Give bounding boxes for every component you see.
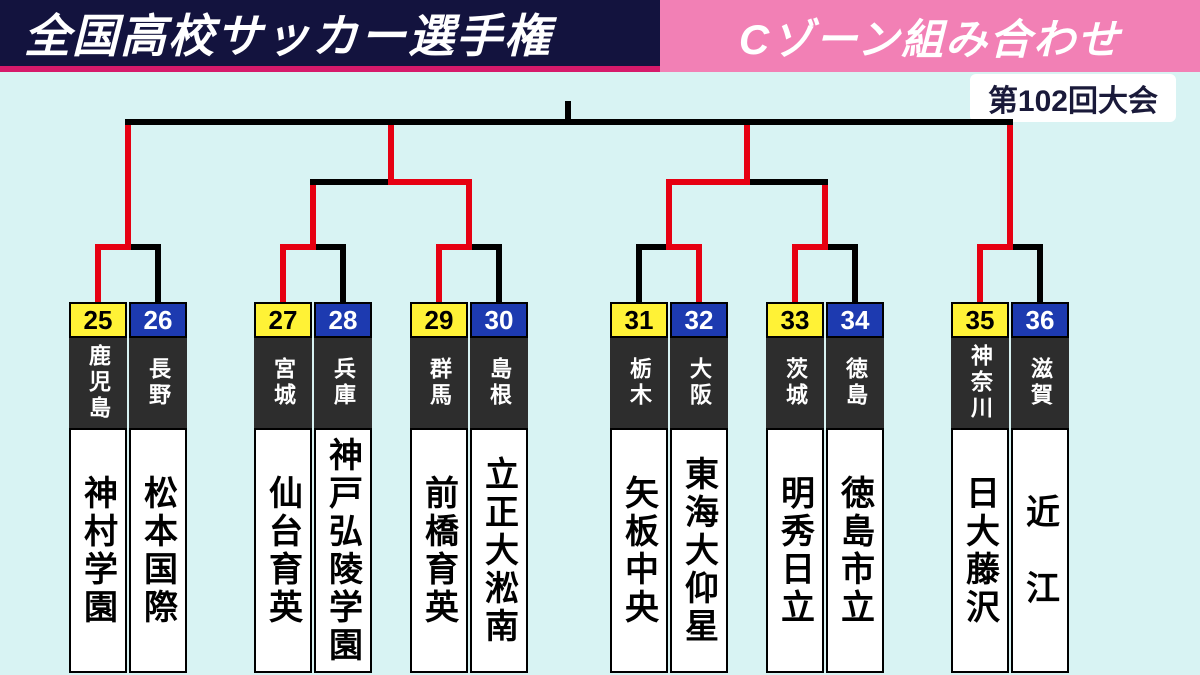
team-pair: 29群馬前橋育英30島根立正大淞南 bbox=[410, 302, 528, 673]
seed-number: 28 bbox=[314, 302, 372, 338]
prefecture-label: 滋賀 bbox=[1011, 338, 1069, 428]
school-name: 仙台育英 bbox=[254, 428, 312, 673]
team-pair: 27宮城仙台育英28兵庫神戸弘陵学園 bbox=[254, 302, 372, 673]
school-name: 神村学園 bbox=[69, 428, 127, 673]
team-pair: 25鹿児島神村学園26長野松本国際 bbox=[69, 302, 187, 673]
prefecture-label: 兵庫 bbox=[314, 338, 372, 428]
prefecture-label: 島根 bbox=[470, 338, 528, 428]
team-column: 32大阪東海大仰星 bbox=[670, 302, 728, 673]
header-title-right: Cゾーン組み合わせ bbox=[660, 0, 1200, 72]
team-pair: 33茨城明秀日立34徳島徳島市立 bbox=[766, 302, 884, 673]
seed-number: 32 bbox=[670, 302, 728, 338]
school-name: 前橋育英 bbox=[410, 428, 468, 673]
team-column: 34徳島徳島市立 bbox=[826, 302, 884, 673]
seed-number: 27 bbox=[254, 302, 312, 338]
team-column: 26長野松本国際 bbox=[129, 302, 187, 673]
team-column: 36滋賀近 江 bbox=[1011, 302, 1069, 673]
prefecture-label: 鹿児島 bbox=[69, 338, 127, 428]
school-name: 神戸弘陵学園 bbox=[314, 428, 372, 673]
seed-number: 29 bbox=[410, 302, 468, 338]
prefecture-label: 神奈川 bbox=[951, 338, 1009, 428]
team-column: 28兵庫神戸弘陵学園 bbox=[314, 302, 372, 673]
school-name: 松本国際 bbox=[129, 428, 187, 673]
school-name: 日大藤沢 bbox=[951, 428, 1009, 673]
prefecture-label: 徳島 bbox=[826, 338, 884, 428]
school-name: 近 江 bbox=[1011, 428, 1069, 673]
team-column: 29群馬前橋育英 bbox=[410, 302, 468, 673]
school-name: 明秀日立 bbox=[766, 428, 824, 673]
header: 全国高校サッカー選手権Cゾーン組み合わせ bbox=[0, 0, 1200, 72]
team-column: 33茨城明秀日立 bbox=[766, 302, 824, 673]
prefecture-label: 栃木 bbox=[610, 338, 668, 428]
seed-number: 33 bbox=[766, 302, 824, 338]
school-name: 立正大淞南 bbox=[470, 428, 528, 673]
prefecture-label: 茨城 bbox=[766, 338, 824, 428]
prefecture-label: 大阪 bbox=[670, 338, 728, 428]
team-column: 31栃木矢板中央 bbox=[610, 302, 668, 673]
seed-number: 35 bbox=[951, 302, 1009, 338]
seed-number: 31 bbox=[610, 302, 668, 338]
seed-number: 30 bbox=[470, 302, 528, 338]
team-column: 30島根立正大淞南 bbox=[470, 302, 528, 673]
seed-number: 25 bbox=[69, 302, 127, 338]
team-column: 25鹿児島神村学園 bbox=[69, 302, 127, 673]
prefecture-label: 群馬 bbox=[410, 338, 468, 428]
seed-number: 34 bbox=[826, 302, 884, 338]
prefecture-label: 宮城 bbox=[254, 338, 312, 428]
school-name: 東海大仰星 bbox=[670, 428, 728, 673]
team-column: 35神奈川日大藤沢 bbox=[951, 302, 1009, 673]
seed-number: 36 bbox=[1011, 302, 1069, 338]
seed-number: 26 bbox=[129, 302, 187, 338]
team-pair: 35神奈川日大藤沢36滋賀近 江 bbox=[951, 302, 1069, 673]
bracket-diagram bbox=[0, 72, 1200, 332]
team-column: 27宮城仙台育英 bbox=[254, 302, 312, 673]
team-pair: 31栃木矢板中央32大阪東海大仰星 bbox=[610, 302, 728, 673]
header-title-left: 全国高校サッカー選手権 bbox=[0, 0, 660, 72]
school-name: 矢板中央 bbox=[610, 428, 668, 673]
school-name: 徳島市立 bbox=[826, 428, 884, 673]
prefecture-label: 長野 bbox=[129, 338, 187, 428]
